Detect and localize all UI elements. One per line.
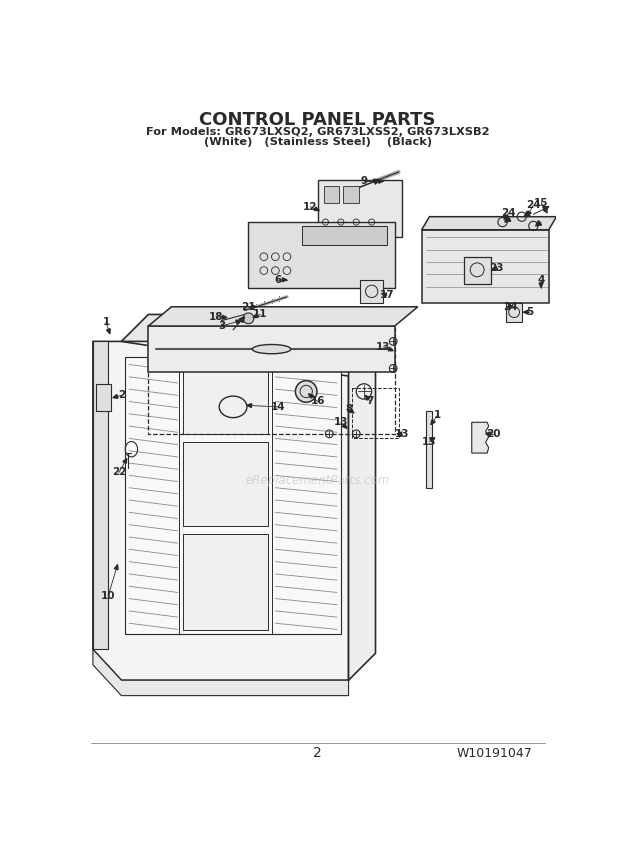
Polygon shape: [524, 211, 530, 217]
Polygon shape: [543, 208, 547, 213]
Text: W10191047: W10191047: [457, 747, 533, 760]
Polygon shape: [317, 180, 402, 237]
Text: 2: 2: [313, 746, 322, 760]
Polygon shape: [107, 329, 110, 334]
Polygon shape: [93, 650, 348, 696]
Polygon shape: [342, 424, 347, 429]
Text: 7: 7: [366, 396, 374, 407]
Text: 20: 20: [486, 429, 500, 439]
Polygon shape: [542, 206, 549, 211]
Polygon shape: [236, 320, 241, 324]
Polygon shape: [348, 314, 376, 681]
Text: 13: 13: [422, 437, 436, 447]
Text: 15: 15: [534, 198, 548, 208]
Text: 2: 2: [118, 390, 125, 401]
Text: 11: 11: [253, 310, 267, 319]
Polygon shape: [309, 394, 313, 398]
Polygon shape: [388, 348, 393, 351]
Polygon shape: [123, 459, 126, 463]
Polygon shape: [507, 303, 522, 322]
Text: 4: 4: [538, 275, 545, 285]
Text: 18: 18: [209, 312, 223, 322]
Polygon shape: [148, 306, 418, 326]
Text: 24: 24: [503, 302, 518, 312]
Polygon shape: [431, 419, 435, 425]
Text: 1: 1: [102, 318, 110, 327]
Text: CONTROL PANEL PARTS: CONTROL PANEL PARTS: [200, 110, 436, 128]
Polygon shape: [303, 226, 387, 245]
Polygon shape: [365, 395, 370, 400]
Polygon shape: [360, 280, 383, 303]
Polygon shape: [183, 534, 268, 630]
Polygon shape: [527, 211, 531, 216]
Polygon shape: [536, 221, 542, 226]
Polygon shape: [183, 360, 268, 434]
Polygon shape: [324, 186, 339, 203]
Text: 21: 21: [241, 302, 255, 312]
Text: 13: 13: [334, 417, 348, 427]
Polygon shape: [222, 315, 227, 319]
Text: 1: 1: [434, 409, 441, 419]
Polygon shape: [253, 314, 258, 318]
Polygon shape: [183, 442, 268, 526]
Polygon shape: [379, 180, 383, 183]
Ellipse shape: [243, 313, 254, 324]
Polygon shape: [249, 222, 395, 288]
Polygon shape: [314, 207, 319, 211]
Polygon shape: [505, 217, 511, 222]
Text: 10: 10: [101, 591, 115, 601]
Polygon shape: [425, 411, 432, 488]
Polygon shape: [113, 395, 118, 398]
Text: 5: 5: [526, 307, 533, 318]
Text: 6: 6: [274, 275, 281, 285]
Polygon shape: [430, 437, 435, 442]
Polygon shape: [397, 432, 402, 436]
Text: 8: 8: [345, 404, 352, 414]
Polygon shape: [382, 293, 387, 297]
Text: 24: 24: [526, 200, 541, 210]
Polygon shape: [464, 257, 491, 283]
Text: 3: 3: [218, 321, 225, 331]
Polygon shape: [148, 326, 395, 372]
Polygon shape: [504, 215, 508, 220]
Text: For Models: GR673LXSQ2, GR673LXSS2, GR673LXSB2: For Models: GR673LXSQ2, GR673LXSS2, GR67…: [146, 127, 490, 137]
Polygon shape: [485, 432, 490, 436]
Polygon shape: [349, 409, 354, 413]
Polygon shape: [422, 217, 556, 229]
Ellipse shape: [252, 344, 291, 354]
Polygon shape: [122, 314, 376, 342]
Text: 12: 12: [303, 202, 317, 211]
Text: 9: 9: [360, 176, 368, 187]
Polygon shape: [539, 282, 543, 288]
Text: 23: 23: [489, 264, 503, 273]
Text: eReplacementParts.com: eReplacementParts.com: [246, 473, 390, 486]
Text: 14: 14: [270, 401, 285, 412]
Ellipse shape: [295, 381, 317, 402]
Polygon shape: [114, 565, 118, 570]
Polygon shape: [93, 342, 108, 650]
Text: 16: 16: [311, 396, 325, 407]
Polygon shape: [492, 266, 497, 270]
Polygon shape: [125, 357, 341, 634]
Polygon shape: [239, 317, 245, 323]
Text: 22: 22: [112, 467, 126, 478]
Polygon shape: [252, 305, 256, 309]
Text: (White)   (Stainless Steel)    (Black): (White) (Stainless Steel) (Black): [204, 137, 432, 147]
Polygon shape: [373, 179, 379, 184]
Polygon shape: [247, 404, 252, 407]
Polygon shape: [282, 278, 287, 282]
Text: 13: 13: [395, 429, 410, 439]
Polygon shape: [422, 229, 549, 303]
Polygon shape: [472, 422, 489, 453]
Text: 13: 13: [376, 342, 391, 352]
Text: 24: 24: [502, 208, 516, 217]
Polygon shape: [508, 304, 513, 309]
Text: 17: 17: [379, 290, 394, 300]
Polygon shape: [343, 186, 358, 203]
Polygon shape: [93, 342, 348, 681]
Polygon shape: [523, 310, 528, 314]
Polygon shape: [96, 383, 112, 411]
